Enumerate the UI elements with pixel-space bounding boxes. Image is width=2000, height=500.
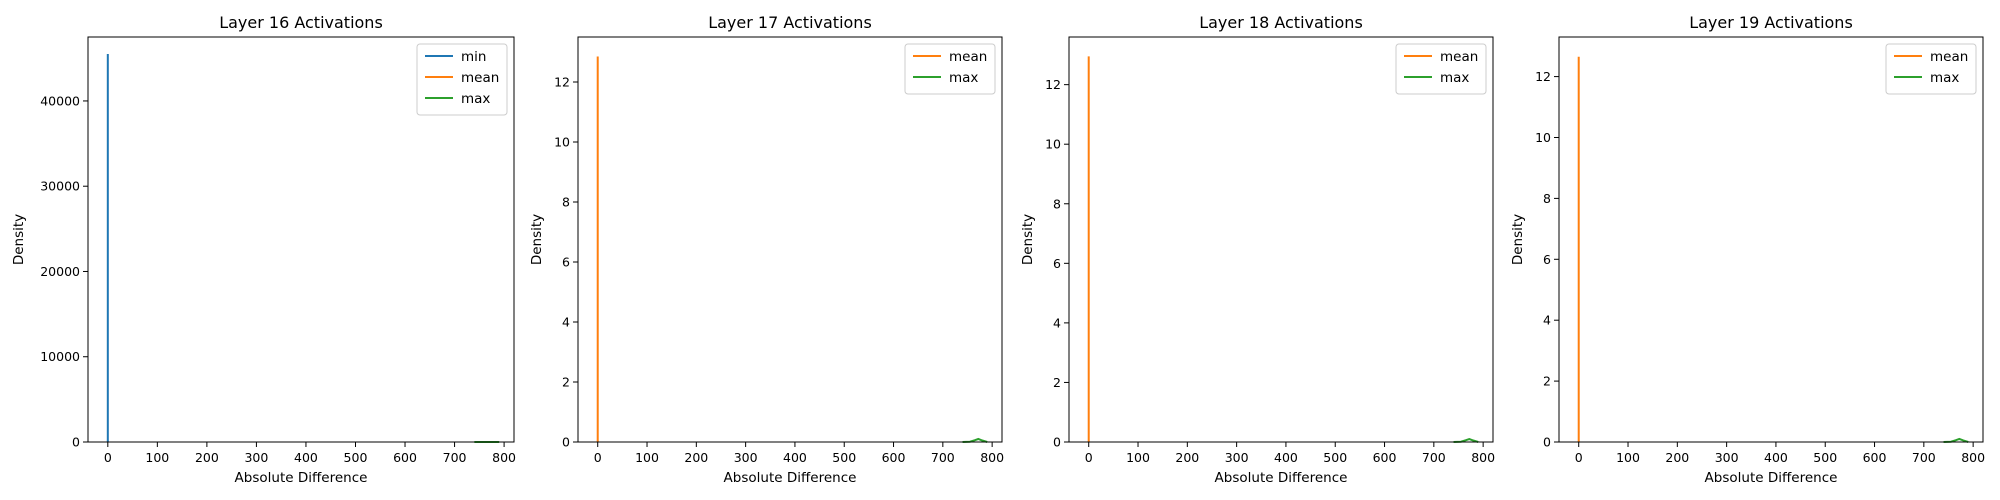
y-tick-label: 12 — [554, 75, 570, 90]
y-axis-label: Density — [529, 214, 545, 265]
legend-entry-max: max — [461, 91, 490, 107]
x-tick-label: 100 — [1126, 450, 1150, 465]
y-tick-label: 0 — [72, 435, 80, 450]
x-tick-label: 500 — [832, 450, 856, 465]
legend: mean max — [904, 43, 996, 95]
y-tick-label: 2 — [562, 375, 570, 390]
x-tick-label: 500 — [344, 450, 368, 465]
y-tick-label: 10000 — [40, 349, 80, 364]
legend-entry-max: max — [1930, 70, 1959, 86]
x-tick-label: 100 — [145, 450, 169, 465]
x-tick-label: 800 — [980, 450, 1004, 465]
y-tick-label: 6 — [1053, 256, 1061, 271]
x-tick-label: 300 — [1225, 450, 1249, 465]
axes-frame — [1068, 36, 1494, 443]
chart-title: Layer 18 Activations — [1199, 13, 1363, 32]
axes-frame — [1558, 36, 1984, 443]
chart-title: Layer 16 Activations — [219, 13, 383, 32]
x-tick-label: 700 — [443, 450, 467, 465]
y-tick-label: 10 — [1045, 137, 1061, 152]
x-tick-label: 300 — [244, 450, 268, 465]
y-tick-label: 12 — [1045, 77, 1061, 92]
y-tick-label: 8 — [562, 195, 570, 210]
legend: mean max — [1395, 43, 1487, 95]
x-tick-label: 400 — [783, 450, 807, 465]
x-tick-label: 800 — [492, 450, 516, 465]
y-tick-label: 8 — [1543, 191, 1551, 206]
x-axis-label: Absolute Difference — [235, 470, 368, 486]
legend-entry-mean: mean — [1930, 49, 1968, 65]
y-tick-label: 2 — [1543, 374, 1551, 389]
x-tick-label: 700 — [1422, 450, 1446, 465]
legend: mean max — [1885, 43, 1977, 95]
x-axis-label: Absolute Difference — [1215, 470, 1348, 486]
x-tick-label: 600 — [1863, 450, 1887, 465]
x-tick-label: 300 — [734, 450, 758, 465]
x-tick-label: 200 — [1175, 450, 1199, 465]
x-tick-label: 400 — [294, 450, 318, 465]
plot-area — [1577, 56, 1969, 443]
y-tick-label: 20000 — [40, 264, 80, 279]
axes-frame — [577, 36, 1003, 443]
chart-title: Layer 17 Activations — [708, 13, 872, 32]
y-tick-label: 6 — [562, 255, 570, 270]
x-tick-label: 700 — [931, 450, 955, 465]
y-axis-label: Density — [1020, 214, 1036, 265]
legend-entry-mean: mean — [461, 70, 499, 86]
chart-1: Layer 16 Activations 0 100 200 300 400 500 600 7… — [11, 13, 516, 486]
y-tick-label: 0 — [562, 435, 570, 450]
x-tick-label: 0 — [104, 450, 112, 465]
x-tick-label: 400 — [1274, 450, 1298, 465]
x-tick-label: 400 — [1764, 450, 1788, 465]
x-tick-label: 0 — [1085, 450, 1093, 465]
plot-area — [1087, 56, 1479, 443]
x-tick-label: 200 — [195, 450, 219, 465]
chart-title: Layer 19 Activations — [1689, 13, 1853, 32]
y-tick-label: 6 — [1543, 252, 1551, 267]
y-axis-label: Density — [11, 214, 27, 265]
x-tick-label: 600 — [393, 450, 417, 465]
x-tick-label: 600 — [1373, 450, 1397, 465]
y-tick-label: 10 — [1535, 130, 1551, 145]
x-tick-label: 0 — [1575, 450, 1583, 465]
x-tick-label: 200 — [684, 450, 708, 465]
axes-frame — [87, 36, 515, 443]
x-tick-label: 200 — [1665, 450, 1689, 465]
legend-entry-mean: mean — [1440, 49, 1478, 65]
y-tick-label: 30000 — [40, 179, 80, 194]
legend-entry-mean: mean — [949, 49, 987, 65]
y-axis-label: Density — [1510, 214, 1526, 265]
legend-entry-max: max — [1440, 70, 1469, 86]
y-tick-label: 10 — [554, 135, 570, 150]
legend-entry-min: min — [461, 49, 486, 65]
y-tick-label: 8 — [1053, 196, 1061, 211]
x-tick-label: 500 — [1813, 450, 1837, 465]
y-tick-label: 12 — [1535, 69, 1551, 84]
y-tick-label: 2 — [1053, 375, 1061, 390]
x-axis-label: Absolute Difference — [1705, 470, 1838, 486]
x-tick-label: 0 — [594, 450, 602, 465]
x-tick-label: 800 — [1471, 450, 1495, 465]
y-tick-label: 0 — [1053, 435, 1061, 450]
plot-area — [596, 56, 988, 443]
y-tick-label: 4 — [1053, 315, 1061, 330]
x-tick-label: 600 — [882, 450, 906, 465]
x-tick-label: 100 — [1616, 450, 1640, 465]
x-tick-label: 500 — [1323, 450, 1347, 465]
x-tick-label: 800 — [1961, 450, 1985, 465]
x-axis-label: Absolute Difference — [724, 470, 857, 486]
y-tick-label: 4 — [562, 315, 570, 330]
x-tick-label: 300 — [1715, 450, 1739, 465]
x-tick-label: 700 — [1912, 450, 1936, 465]
y-tick-label: 0 — [1543, 435, 1551, 450]
x-tick-label: 100 — [635, 450, 659, 465]
legend: min mean max — [416, 43, 508, 116]
y-tick-label: 4 — [1543, 313, 1551, 328]
legend-entry-max: max — [949, 70, 978, 86]
y-tick-label: 40000 — [40, 93, 80, 108]
